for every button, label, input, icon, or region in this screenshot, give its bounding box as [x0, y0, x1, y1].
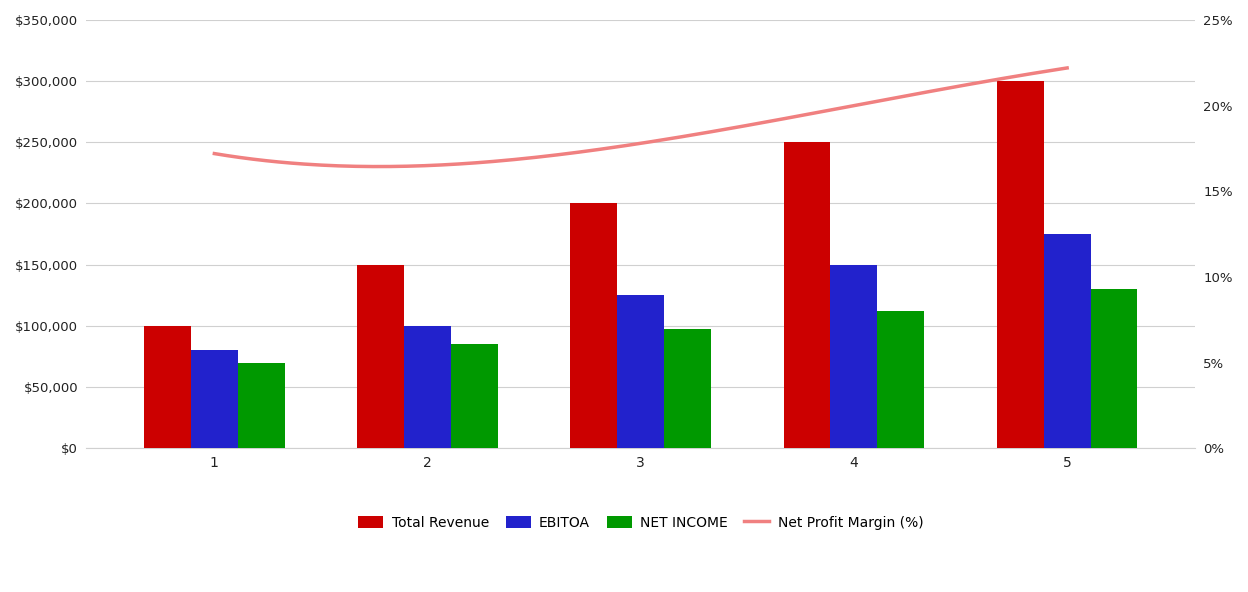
Net Profit Margin (%)	[369, 163, 384, 170]
Line: Net Profit Margin (%): Net Profit Margin (%)	[215, 68, 1067, 166]
Bar	[784, 142, 830, 448]
Bar	[357, 265, 404, 448]
Bar	[238, 362, 285, 448]
Bar	[877, 311, 925, 448]
Bar	[570, 204, 618, 448]
Bar	[664, 330, 711, 448]
Net Profit Margin (%)	[258, 157, 273, 164]
Bar	[997, 81, 1043, 448]
Net Profit Margin (%)	[207, 150, 222, 157]
Net Profit Margin (%)	[991, 76, 1006, 83]
Bar	[144, 326, 191, 448]
Legend: Total Revenue, EBITOA, NET INCOME, Net Profit Margin (%): Total Revenue, EBITOA, NET INCOME, Net P…	[353, 510, 929, 535]
Bar	[404, 326, 451, 448]
Net Profit Margin (%)	[366, 163, 381, 170]
Net Profit Margin (%)	[241, 155, 256, 162]
Net Profit Margin (%)	[1021, 70, 1036, 78]
Bar	[451, 344, 498, 448]
Bar	[1043, 234, 1091, 448]
Bar	[1091, 289, 1137, 448]
Bar	[830, 265, 877, 448]
Net Profit Margin (%)	[1060, 65, 1075, 72]
Net Profit Margin (%)	[438, 161, 453, 168]
Bar	[191, 350, 238, 448]
Bar	[618, 295, 664, 448]
